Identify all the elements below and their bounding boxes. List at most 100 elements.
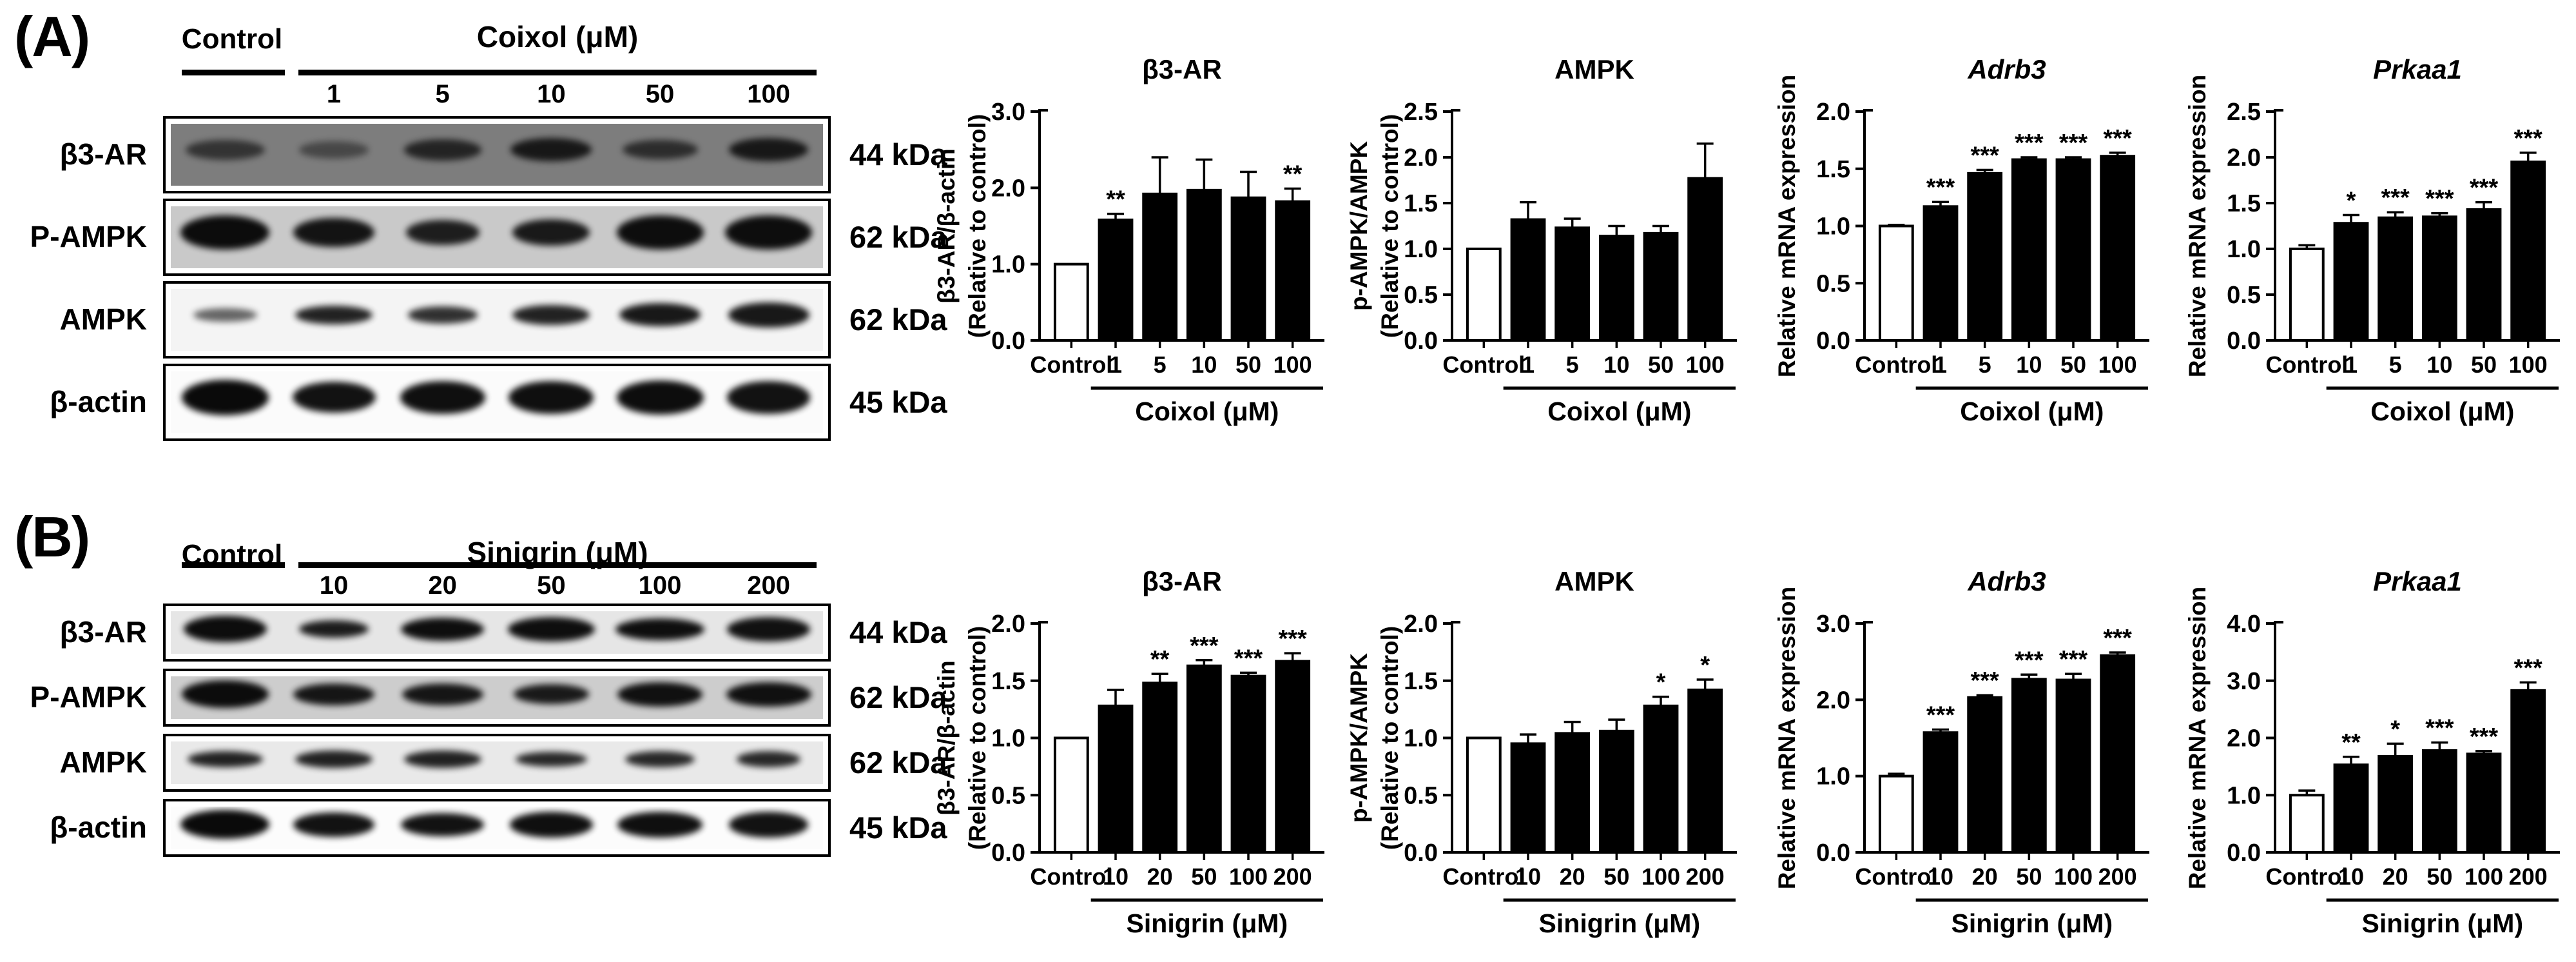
blot-row-box (163, 669, 831, 727)
blot-band (617, 682, 702, 707)
significance-stars: *** (1278, 625, 1307, 653)
blot-row-box (163, 799, 831, 857)
y-tick-label: 0.5 (2227, 282, 2261, 309)
y-tick-label: 2.0 (1816, 99, 1850, 126)
kda-label: 62 kDa (849, 745, 947, 780)
category-label: 10 (1515, 863, 1541, 890)
significance-stars: *** (2103, 125, 2132, 152)
category-label: 50 (1648, 351, 1674, 378)
western-blot-B: Control Sinigrin (μM) 10 20 50 100 200 β3-AR… (0, 467, 2576, 934)
significance-stars: *** (2059, 646, 2088, 673)
y-axis-label: p-AMPK/AMPK (1346, 141, 1372, 311)
y-tick-label: 1.5 (1404, 190, 1438, 217)
kda-label: 45 kDa (849, 385, 947, 419)
y-tick-label: 0.5 (1816, 270, 1850, 297)
y-tick-label: 1.0 (1404, 725, 1438, 752)
bar-chart-β3-AR: β3-AR β3-AR/β-actin (Relative to control)0… (933, 54, 1324, 426)
y-tick-label: 0.0 (1816, 328, 1850, 355)
blot-band (615, 618, 704, 640)
blot-band (180, 810, 270, 839)
bar-20 (1142, 682, 1178, 854)
category-label: 50 (1191, 863, 1217, 890)
y-tick-label: 1.5 (2227, 190, 2261, 217)
y-tick-label: 2.0 (1816, 687, 1850, 714)
chart-title: AMPK (1554, 54, 1634, 84)
blot-band (510, 138, 592, 162)
blot-band (185, 139, 265, 160)
blot-membrane (171, 289, 823, 351)
category-label: 100 (2465, 863, 2503, 890)
y-tick-label: 1.0 (1816, 763, 1850, 790)
y-tick-label: 1.5 (991, 668, 1025, 695)
significance-stars: *** (2425, 715, 2454, 742)
significance-stars: *** (2015, 647, 2044, 674)
bar-200 (2510, 689, 2546, 854)
blot-band (622, 140, 698, 160)
significance-stars: *** (2513, 125, 2542, 152)
panel-label-A: (A) (14, 5, 90, 68)
protein-label: P-AMPK (30, 680, 147, 714)
blot-band (728, 302, 809, 328)
blot-membrane (171, 741, 823, 784)
category-label: 10 (1191, 351, 1217, 378)
significance-stars: *** (1970, 142, 1999, 170)
group-label: Sinigrin (μM) (1539, 908, 1701, 938)
significance-stars: ** (1283, 161, 1303, 188)
blot-band (299, 141, 369, 159)
blot-row-box (163, 281, 831, 358)
y-axis-label: Relative mRNA expression (2184, 587, 2211, 890)
category-label: 5 (1566, 351, 1579, 378)
category-label: 100 (1273, 351, 1312, 378)
bar-100 (1687, 177, 1723, 342)
blot-band (187, 751, 263, 768)
y-tick-label: 2.0 (991, 611, 1025, 638)
significance-stars: *** (2470, 175, 2499, 202)
category-label: 1 (1522, 351, 1535, 378)
blot-band (181, 680, 269, 709)
blot-membrane (171, 124, 823, 186)
blot-membrane (171, 371, 823, 433)
blot-band (181, 379, 269, 415)
category-label: 50 (1603, 863, 1629, 890)
category-label: 50 (2060, 351, 2086, 378)
y-tick-label: 0.0 (2227, 839, 2261, 867)
category-label: 10 (1928, 863, 1953, 890)
category-label: 200 (2098, 863, 2137, 890)
bar-chart-Adrb3: Adrb3 Relative mRNA expression 0.0 0.5 1.0 1.… (1774, 54, 2149, 426)
bar-Control (1878, 774, 1914, 854)
bar-Control (1466, 248, 1502, 342)
blot-band (292, 382, 376, 413)
significance-stars: *** (2015, 130, 2044, 157)
protein-label: β3-AR (59, 137, 147, 171)
blot-row-box (163, 734, 831, 792)
category-label: 20 (1972, 863, 1998, 890)
figure-root: { "figure": { "panels": [ { "id": "A", "… (0, 0, 2576, 938)
bar-200 (2100, 654, 2136, 854)
y-axis-label: Relative mRNA expression (1774, 75, 1800, 378)
category-label: 1 (2345, 351, 2358, 378)
kda-label: 45 kDa (849, 810, 947, 845)
dose-label: 1 (326, 80, 342, 108)
blot-band (193, 308, 257, 322)
bar-chart-Prkaa1: Prkaa1 Relative mRNA expression 0.0 0.5 1.0 1… (2184, 54, 2560, 426)
category-label: Control (1030, 863, 1112, 890)
y-axis-label: β3-AR/β-actin (933, 660, 960, 815)
category-label: 100 (1686, 351, 1725, 378)
group-label: Sinigrin (μM) (1951, 908, 2113, 938)
bar-10 (1922, 731, 1959, 854)
blot-band (727, 381, 811, 414)
category-label: 10 (1603, 351, 1629, 378)
dose-label: 10 (537, 80, 566, 108)
bar-10 (2421, 215, 2457, 342)
protein-label: AMPK (59, 302, 147, 336)
bar-100 (2510, 161, 2546, 342)
control-underline (182, 562, 285, 568)
dose-label: 50 (537, 571, 566, 600)
significance-stars: *** (1234, 645, 1263, 672)
significance-stars: *** (1190, 633, 1219, 660)
charts-row-A: β3-AR β3-AR/β-actin (Relative to control) 0… (0, 0, 2576, 467)
blot-band (401, 617, 485, 641)
bar-50 (1186, 664, 1222, 854)
significance-stars: ** (1150, 646, 1170, 673)
significance-stars: *** (1970, 667, 1999, 694)
